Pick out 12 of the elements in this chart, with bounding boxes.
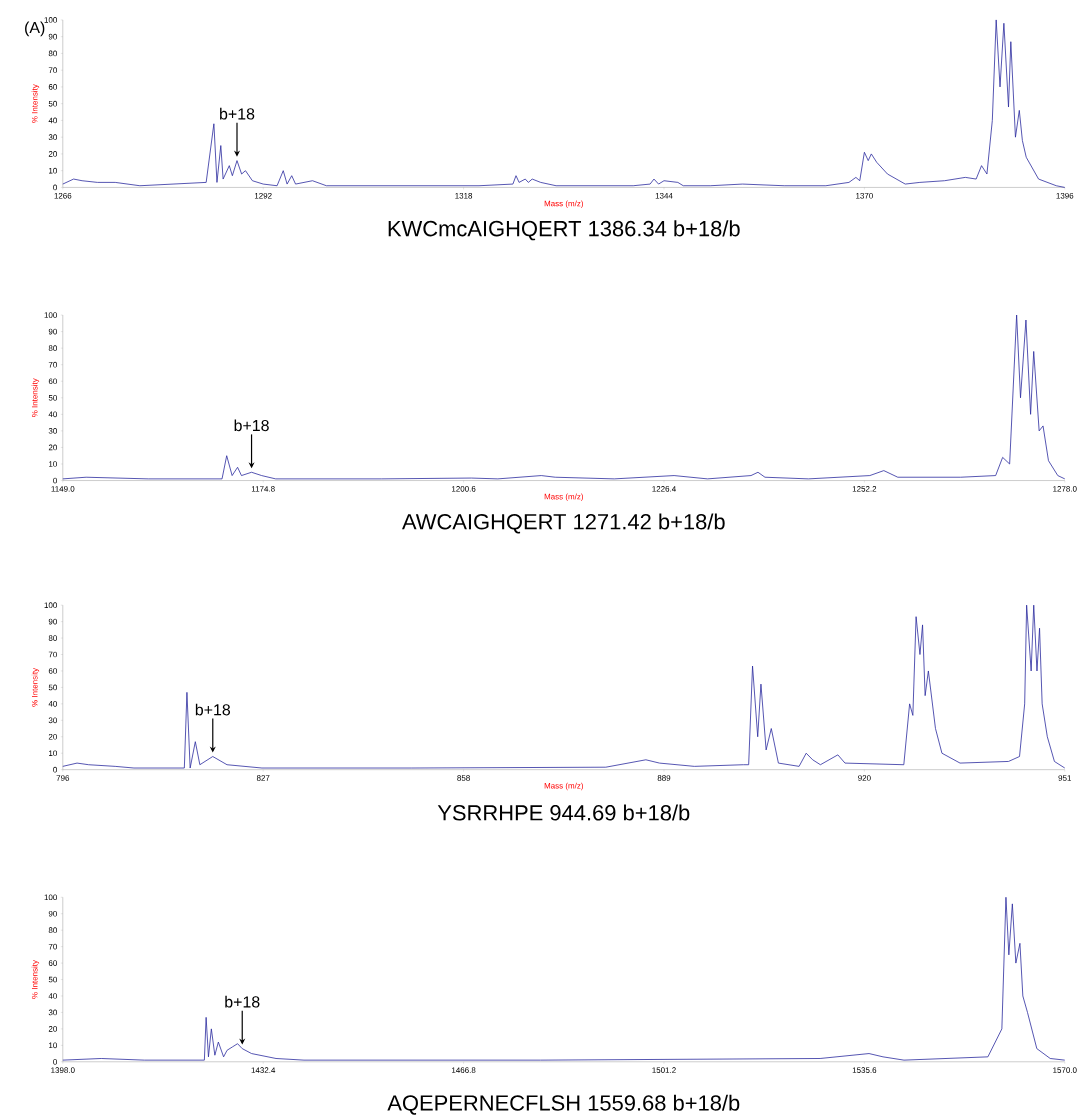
text: YSRRHPE 944.69 b+18/b: [437, 804, 690, 821]
annotation: b+18: [196, 703, 231, 716]
line-series: [62, 604, 1066, 769]
line-series: [62, 896, 1066, 1061]
annotation: b+18: [234, 419, 269, 432]
chart-title: (A): [25, 21, 45, 37]
annotation: b+18: [220, 107, 255, 120]
text: KWCmcAIGHQERT 1386.34 b+18/b: [388, 220, 740, 241]
text: AWCAIGHQERT 1271.42 b+18/b: [402, 513, 725, 534]
annotation: b+18: [225, 995, 260, 1008]
text: AQEPERNECFLSH 1559.68 b+18/b: [387, 1094, 740, 1115]
line-series: [62, 314, 1066, 480]
